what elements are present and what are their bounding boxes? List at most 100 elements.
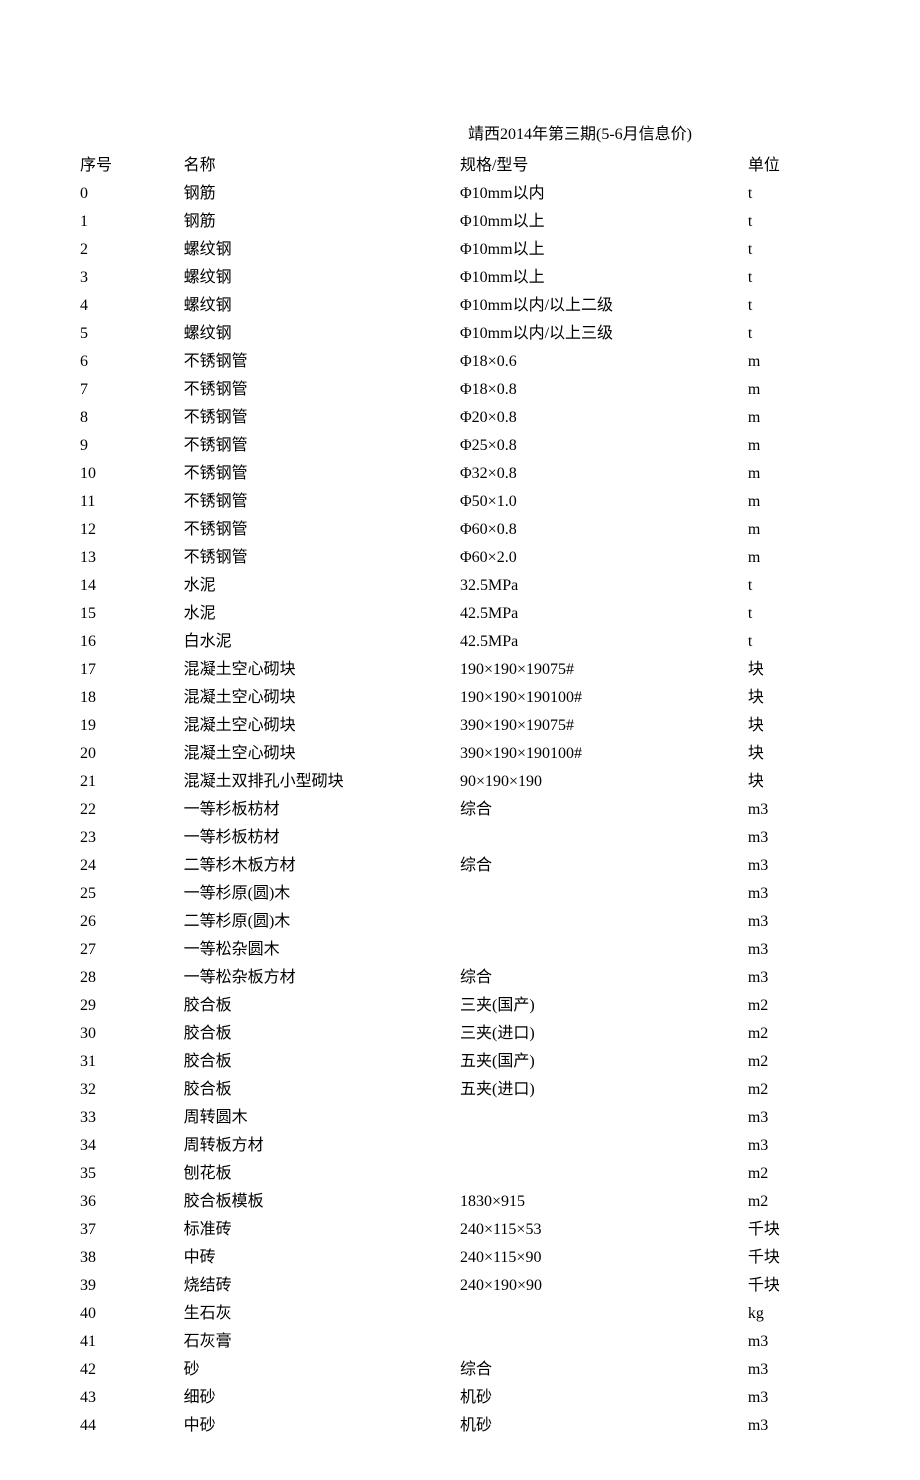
- table-row: 25一等杉原(圆)木m3: [80, 880, 840, 908]
- cell-name: 混凝土双排孔小型砌块: [184, 768, 460, 796]
- cell-spec: 综合: [460, 964, 748, 992]
- cell-name: 石灰膏: [184, 1328, 460, 1356]
- cell-seq: 39: [80, 1272, 184, 1300]
- cell-spec: 综合: [460, 1356, 748, 1384]
- cell-spec: 32.5MPa: [460, 572, 748, 600]
- cell-seq: 23: [80, 824, 184, 852]
- cell-unit: m2: [748, 1048, 840, 1076]
- table-row: 14水泥32.5MPat: [80, 572, 840, 600]
- cell-spec: 240×190×90: [460, 1272, 748, 1300]
- cell-seq: 12: [80, 516, 184, 544]
- cell-name: 螺纹钢: [184, 236, 460, 264]
- cell-spec: Φ20×0.8: [460, 404, 748, 432]
- cell-name: 不锈钢管: [184, 432, 460, 460]
- cell-name: 混凝土空心砌块: [184, 656, 460, 684]
- cell-name: 钢筋: [184, 180, 460, 208]
- table-row: 10不锈钢管Φ32×0.8m: [80, 460, 840, 488]
- cell-seq: 11: [80, 488, 184, 516]
- cell-spec: Φ18×0.8: [460, 376, 748, 404]
- cell-spec: [460, 880, 748, 908]
- table-row: 16白水泥42.5MPat: [80, 628, 840, 656]
- cell-spec: Φ32×0.8: [460, 460, 748, 488]
- cell-name: 胶合板模板: [184, 1188, 460, 1216]
- cell-seq: 26: [80, 908, 184, 936]
- cell-unit: m: [748, 376, 840, 404]
- cell-spec: 190×190×190100#: [460, 684, 748, 712]
- cell-name: 螺纹钢: [184, 320, 460, 348]
- cell-seq: 7: [80, 376, 184, 404]
- cell-spec: [460, 1104, 748, 1132]
- cell-seq: 35: [80, 1160, 184, 1188]
- table-row: 35刨花板m2: [80, 1160, 840, 1188]
- cell-name: 二等杉原(圆)木: [184, 908, 460, 936]
- cell-name: 不锈钢管: [184, 404, 460, 432]
- cell-seq: 8: [80, 404, 184, 432]
- cell-unit: t: [748, 292, 840, 320]
- table-row: 5螺纹钢Φ10mm以内/以上三级t: [80, 320, 840, 348]
- cell-name: 周转板方材: [184, 1132, 460, 1160]
- table-row: 27一等松杂圆木m3: [80, 936, 840, 964]
- cell-unit: t: [748, 572, 840, 600]
- cell-seq: 22: [80, 796, 184, 824]
- cell-spec: [460, 908, 748, 936]
- cell-name: 一等杉板枋材: [184, 796, 460, 824]
- cell-seq: 13: [80, 544, 184, 572]
- table-row: 19混凝土空心砌块390×190×19075#块: [80, 712, 840, 740]
- cell-unit: m3: [748, 1132, 840, 1160]
- cell-name: 不锈钢管: [184, 460, 460, 488]
- cell-spec: [460, 1160, 748, 1188]
- cell-name: 混凝土空心砌块: [184, 740, 460, 768]
- table-row: 32胶合板五夹(进口)m2: [80, 1076, 840, 1104]
- cell-seq: 1: [80, 208, 184, 236]
- table-row: 2螺纹钢Φ10mm以上t: [80, 236, 840, 264]
- cell-seq: 21: [80, 768, 184, 796]
- cell-unit: t: [748, 320, 840, 348]
- cell-seq: 16: [80, 628, 184, 656]
- cell-name: 中砖: [184, 1244, 460, 1272]
- table-row: 24二等杉木板方材综合m3: [80, 852, 840, 880]
- table-row: 12不锈钢管Φ60×0.8m: [80, 516, 840, 544]
- cell-unit: m3: [748, 852, 840, 880]
- table-row: 38中砖240×115×90千块: [80, 1244, 840, 1272]
- cell-name: 水泥: [184, 572, 460, 600]
- cell-spec: Φ10mm以上: [460, 264, 748, 292]
- cell-unit: m: [748, 460, 840, 488]
- table-row: 29胶合板三夹(国产)m2: [80, 992, 840, 1020]
- cell-name: 中砂: [184, 1412, 460, 1440]
- cell-unit: m3: [748, 1384, 840, 1412]
- cell-spec: 240×115×90: [460, 1244, 748, 1272]
- cell-spec: Φ10mm以上: [460, 208, 748, 236]
- table-row: 22一等杉板枋材综合m3: [80, 796, 840, 824]
- cell-unit: t: [748, 628, 840, 656]
- table-row: 9不锈钢管Φ25×0.8m: [80, 432, 840, 460]
- cell-name: 胶合板: [184, 1048, 460, 1076]
- table-row: 37标准砖240×115×53千块: [80, 1216, 840, 1244]
- cell-unit: 千块: [748, 1272, 840, 1300]
- table-row: 42砂综合m3: [80, 1356, 840, 1384]
- cell-spec: [460, 1328, 748, 1356]
- table-row: 39烧结砖240×190×90千块: [80, 1272, 840, 1300]
- cell-name: 水泥: [184, 600, 460, 628]
- cell-name: 一等松杂圆木: [184, 936, 460, 964]
- cell-unit: m: [748, 516, 840, 544]
- cell-spec: 五夹(进口): [460, 1076, 748, 1104]
- table-row: 40生石灰kg: [80, 1300, 840, 1328]
- cell-unit: m2: [748, 1160, 840, 1188]
- cell-spec: 240×115×53: [460, 1216, 748, 1244]
- cell-spec: Φ60×0.8: [460, 516, 748, 544]
- table-row: 6不锈钢管Φ18×0.6m: [80, 348, 840, 376]
- cell-seq: 40: [80, 1300, 184, 1328]
- cell-spec: 三夹(进口): [460, 1020, 748, 1048]
- cell-seq: 30: [80, 1020, 184, 1048]
- cell-name: 砂: [184, 1356, 460, 1384]
- table-row: 23一等杉板枋材m3: [80, 824, 840, 852]
- cell-spec: [460, 1300, 748, 1328]
- table-row: 18混凝土空心砌块190×190×190100#块: [80, 684, 840, 712]
- cell-spec: [460, 936, 748, 964]
- cell-unit: m: [748, 488, 840, 516]
- table-row: 11不锈钢管Φ50×1.0m: [80, 488, 840, 516]
- cell-seq: 6: [80, 348, 184, 376]
- cell-seq: 34: [80, 1132, 184, 1160]
- cell-seq: 32: [80, 1076, 184, 1104]
- cell-unit: m: [748, 348, 840, 376]
